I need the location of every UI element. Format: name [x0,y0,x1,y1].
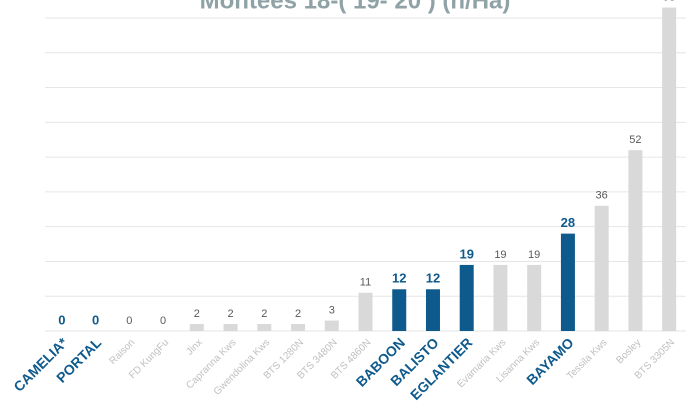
value-label: 0 [92,312,99,327]
bar [628,150,643,331]
value-label: 19 [494,249,506,261]
bar [493,264,508,331]
value-label: 2 [194,308,200,320]
value-label: 93 [663,0,675,3]
bar [223,324,238,331]
bar [358,292,373,331]
value-label: 0 [126,315,132,327]
value-label: 52 [629,134,641,146]
bar [257,324,272,331]
bar [594,205,609,331]
value-label: 12 [392,271,406,286]
x-tick-label: Bosley [614,337,643,366]
value-label: 3 [329,304,335,316]
value-label: 2 [261,308,267,320]
value-label: 28 [561,215,575,230]
value-label: 11 [360,277,371,289]
bar [527,264,542,331]
value-label: 2 [227,308,233,320]
value-label: 2 [295,308,301,320]
x-tick-label: Raison [108,337,138,367]
value-label: 12 [426,271,440,286]
value-label: 0 [160,315,166,327]
value-label: 19 [459,246,473,261]
value-label: 0 [58,312,65,327]
chart-title: Montées 18-( 19- 20 ) (n/Ha) [200,0,511,14]
bar [662,7,677,331]
value-label: 36 [596,190,608,202]
bar [189,324,204,331]
bar [392,289,407,331]
value-label: 19 [528,249,540,261]
bar [425,289,440,331]
x-tick-label: Jinx [184,337,204,357]
bar [324,320,339,331]
bar [560,233,575,331]
bar [291,324,306,331]
bar [459,264,474,331]
